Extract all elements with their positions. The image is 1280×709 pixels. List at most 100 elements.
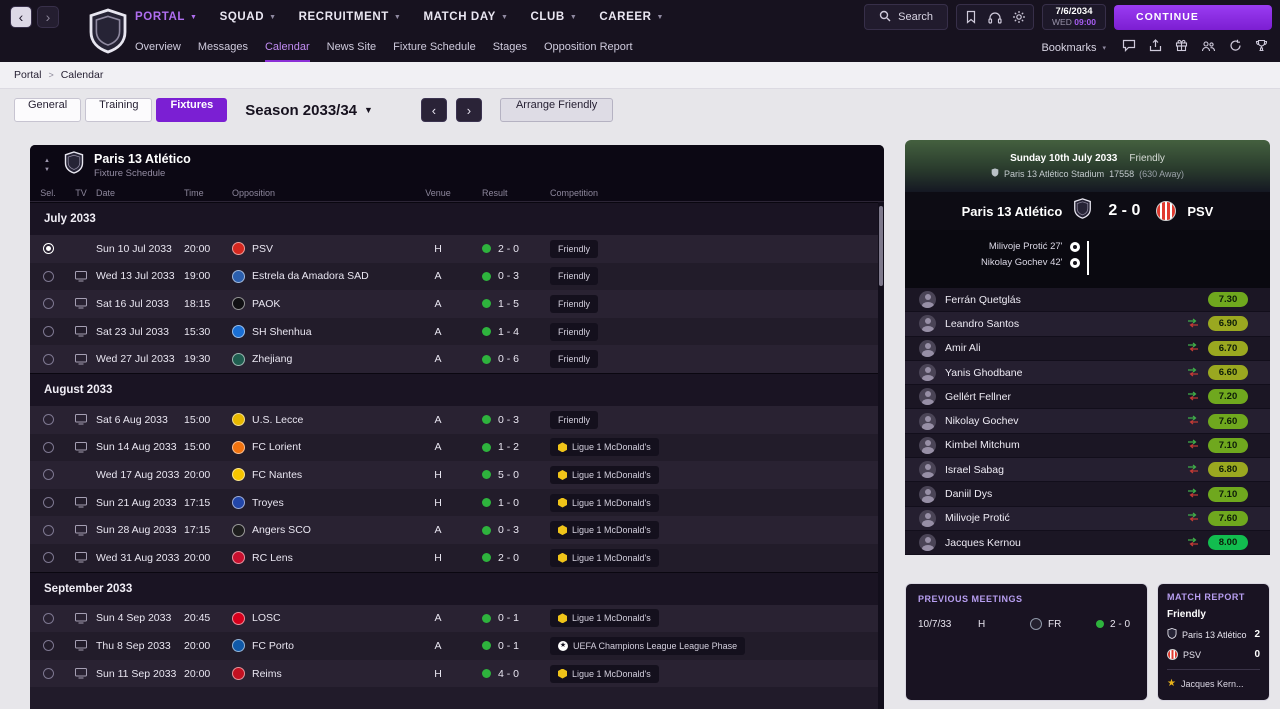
scrollbar-thumb[interactable] xyxy=(879,206,883,286)
goalscorer[interactable]: Nikolay Gochev 42' xyxy=(981,257,1080,268)
fixture-opposition[interactable]: RC Lens xyxy=(232,544,420,572)
chat-icon[interactable] xyxy=(1122,39,1136,57)
tab-general[interactable]: General xyxy=(14,98,82,122)
chevron-down-icon[interactable]: ▼ xyxy=(44,166,50,173)
search-button[interactable]: Search xyxy=(864,4,948,30)
subnav-messages[interactable]: Messages xyxy=(197,41,248,53)
column-header-sel-[interactable]: Sel. xyxy=(40,188,56,198)
rating-row[interactable]: Amir Ali 6.70 xyxy=(905,336,1270,361)
previous-meeting-row[interactable]: 10/7/33 H FR 2 - 0 xyxy=(918,618,1135,630)
fixture-select-radio[interactable] xyxy=(30,263,66,291)
fixture-select-radio[interactable] xyxy=(30,489,66,517)
column-header-venue[interactable]: Venue xyxy=(425,188,451,198)
fixture-select-radio[interactable] xyxy=(30,235,66,263)
fixture-result[interactable]: 4 - 0 xyxy=(456,660,550,688)
match-report-away-row[interactable]: PSV 0 xyxy=(1167,649,1260,660)
bookmarks-dropdown[interactable]: Bookmarks ▾ xyxy=(1041,42,1106,54)
fixture-row[interactable]: Sun 4 Sep 2033 20:45 LOSC A 0 - 1 Ligue … xyxy=(30,604,884,633)
fixture-select-radio[interactable] xyxy=(30,605,66,633)
subnav-stages[interactable]: Stages xyxy=(492,41,527,53)
fixture-result[interactable]: 2 - 0 xyxy=(456,235,550,263)
rating-row[interactable]: Jacques Kernou 8.00 xyxy=(905,530,1270,556)
rating-row[interactable]: Israel Sabag 6.80 xyxy=(905,458,1270,483)
menu-portal[interactable]: PORTAL ▼ xyxy=(135,11,198,23)
fixture-result[interactable]: 1 - 2 xyxy=(456,434,550,462)
rating-row[interactable]: Nikolay Gochev 7.60 xyxy=(905,409,1270,434)
subnav-opposition-report[interactable]: Opposition Report xyxy=(543,41,633,53)
menu-squad[interactable]: SQUAD ▼ xyxy=(219,11,277,23)
rating-row[interactable]: Yanis Ghodbane 6.60 xyxy=(905,360,1270,386)
fixture-result[interactable]: 5 - 0 xyxy=(456,461,550,489)
chevron-up-icon[interactable]: ▲ xyxy=(44,157,50,164)
date-widget[interactable]: 7/6/2034 WED 09:00 xyxy=(1042,4,1106,30)
fixture-row[interactable]: Sun 10 Jul 2033 20:00 PSV H 2 - 0 Friend… xyxy=(30,235,884,263)
fixture-opposition[interactable]: LOSC xyxy=(232,605,420,633)
column-header-result[interactable]: Result xyxy=(482,188,508,198)
fixture-row[interactable]: Sat 6 Aug 2033 15:00 U.S. Lecce A 0 - 3 … xyxy=(30,405,884,434)
fixture-row[interactable]: Sun 21 Aug 2033 17:15 Troyes H 1 - 0 Lig… xyxy=(30,488,884,517)
rating-row[interactable]: Milivoje Protić 7.60 xyxy=(905,506,1270,531)
tab-training[interactable]: Training xyxy=(85,98,153,122)
rating-row[interactable]: Leandro Santos 6.90 xyxy=(905,312,1270,337)
gear-icon[interactable] xyxy=(1008,6,1030,28)
rating-row[interactable]: Kimbel Mitchum 7.10 xyxy=(905,433,1270,459)
fixture-select-radio[interactable] xyxy=(30,434,66,462)
fixture-row[interactable]: Wed 31 Aug 2033 20:00 RC Lens H 2 - 0 Li… xyxy=(30,543,884,572)
fixture-result[interactable]: 0 - 1 xyxy=(456,632,550,660)
fixture-opposition[interactable]: PAOK xyxy=(232,290,420,318)
match-report-home-row[interactable]: Paris 13 Atlético 2 xyxy=(1167,628,1260,641)
fixture-select-radio[interactable] xyxy=(30,290,66,318)
column-header-date[interactable]: Date xyxy=(96,188,116,198)
history-back-button[interactable]: ‹ xyxy=(10,6,32,28)
man-of-the-match[interactable]: ★ Jacques Kern... xyxy=(1167,679,1260,690)
column-header-opposition[interactable]: Opposition xyxy=(232,188,276,198)
fixture-result[interactable]: 0 - 1 xyxy=(456,605,550,633)
fixture-opposition[interactable]: FC Nantes xyxy=(232,461,420,489)
menu-recruitment[interactable]: RECRUITMENT ▼ xyxy=(298,11,402,23)
fixture-select-radio[interactable] xyxy=(30,632,66,660)
fixture-opposition[interactable]: SH Shenhua xyxy=(232,318,420,346)
match-summary-card[interactable]: Sunday 10th July 2033 Friendly Paris 13 … xyxy=(905,140,1270,288)
subnav-calendar[interactable]: Calendar xyxy=(264,34,310,62)
fixture-result[interactable]: 0 - 3 xyxy=(456,516,550,544)
column-header-time[interactable]: Time xyxy=(184,188,204,198)
fixture-row[interactable]: Wed 27 Jul 2033 19:30 Zhejiang A 0 - 6 F… xyxy=(30,345,884,373)
share-icon[interactable] xyxy=(1149,39,1162,57)
fixture-opposition[interactable]: Reims xyxy=(232,660,420,688)
goalscorer[interactable]: Milivoje Protić 27' xyxy=(989,241,1080,252)
fixture-opposition[interactable]: Angers SCO xyxy=(232,516,420,544)
menu-match-day[interactable]: MATCH DAY ▼ xyxy=(423,11,509,23)
fixture-select-radio[interactable] xyxy=(30,461,66,489)
arrange-friendly-button[interactable]: Arrange Friendly xyxy=(499,98,614,122)
fixture-select-radio[interactable] xyxy=(30,318,66,346)
fixture-row[interactable]: Thu 8 Sep 2033 20:00 FC Porto A 0 - 1 UE… xyxy=(30,632,884,660)
fixture-row[interactable]: Wed 13 Jul 2033 19:00 Estrela da Amadora… xyxy=(30,262,884,291)
gift-icon[interactable] xyxy=(1175,39,1188,57)
tab-fixtures[interactable]: Fixtures xyxy=(156,98,228,122)
season-selector[interactable]: Season 2033/34 ▼ xyxy=(245,102,373,119)
fixture-result[interactable]: 0 - 3 xyxy=(456,263,550,291)
fixture-select-radio[interactable] xyxy=(30,660,66,688)
subnav-news-site[interactable]: News Site xyxy=(326,41,377,53)
fixture-result[interactable]: 2 - 0 xyxy=(456,544,550,572)
subnav-overview[interactable]: Overview xyxy=(135,41,181,53)
fixture-result[interactable]: 1 - 0 xyxy=(456,489,550,517)
fixture-select-radio[interactable] xyxy=(30,544,66,572)
history-forward-button[interactable]: › xyxy=(37,6,59,28)
menu-club[interactable]: CLUB ▼ xyxy=(530,11,578,23)
fixture-opposition[interactable]: Zhejiang xyxy=(232,345,420,373)
continue-button[interactable]: CONTINUE xyxy=(1114,4,1272,30)
fixture-row[interactable]: Sun 11 Sep 2033 20:00 Reims H 4 - 0 Ligu… xyxy=(30,659,884,688)
sync-icon[interactable] xyxy=(1229,39,1242,57)
fixture-row[interactable]: Sun 28 Aug 2033 17:15 Angers SCO A 0 - 3… xyxy=(30,516,884,544)
rating-row[interactable]: Ferrán Quetglás 7.30 xyxy=(905,288,1270,313)
menu-career[interactable]: CAREER ▼ xyxy=(599,11,665,23)
fixture-row[interactable]: Sun 14 Aug 2033 15:00 FC Lorient A 1 - 2… xyxy=(30,433,884,462)
fixture-select-radio[interactable] xyxy=(30,406,66,434)
fixture-row[interactable]: Sat 23 Jul 2033 15:30 SH Shenhua A 1 - 4… xyxy=(30,317,884,346)
club-crest-icon[interactable] xyxy=(88,8,128,54)
fixture-opposition[interactable]: FC Lorient xyxy=(232,434,420,462)
fixture-result[interactable]: 0 - 3 xyxy=(456,406,550,434)
breadcrumb-home[interactable]: Portal xyxy=(14,69,42,81)
previous-season-button[interactable]: ‹ xyxy=(420,98,447,122)
